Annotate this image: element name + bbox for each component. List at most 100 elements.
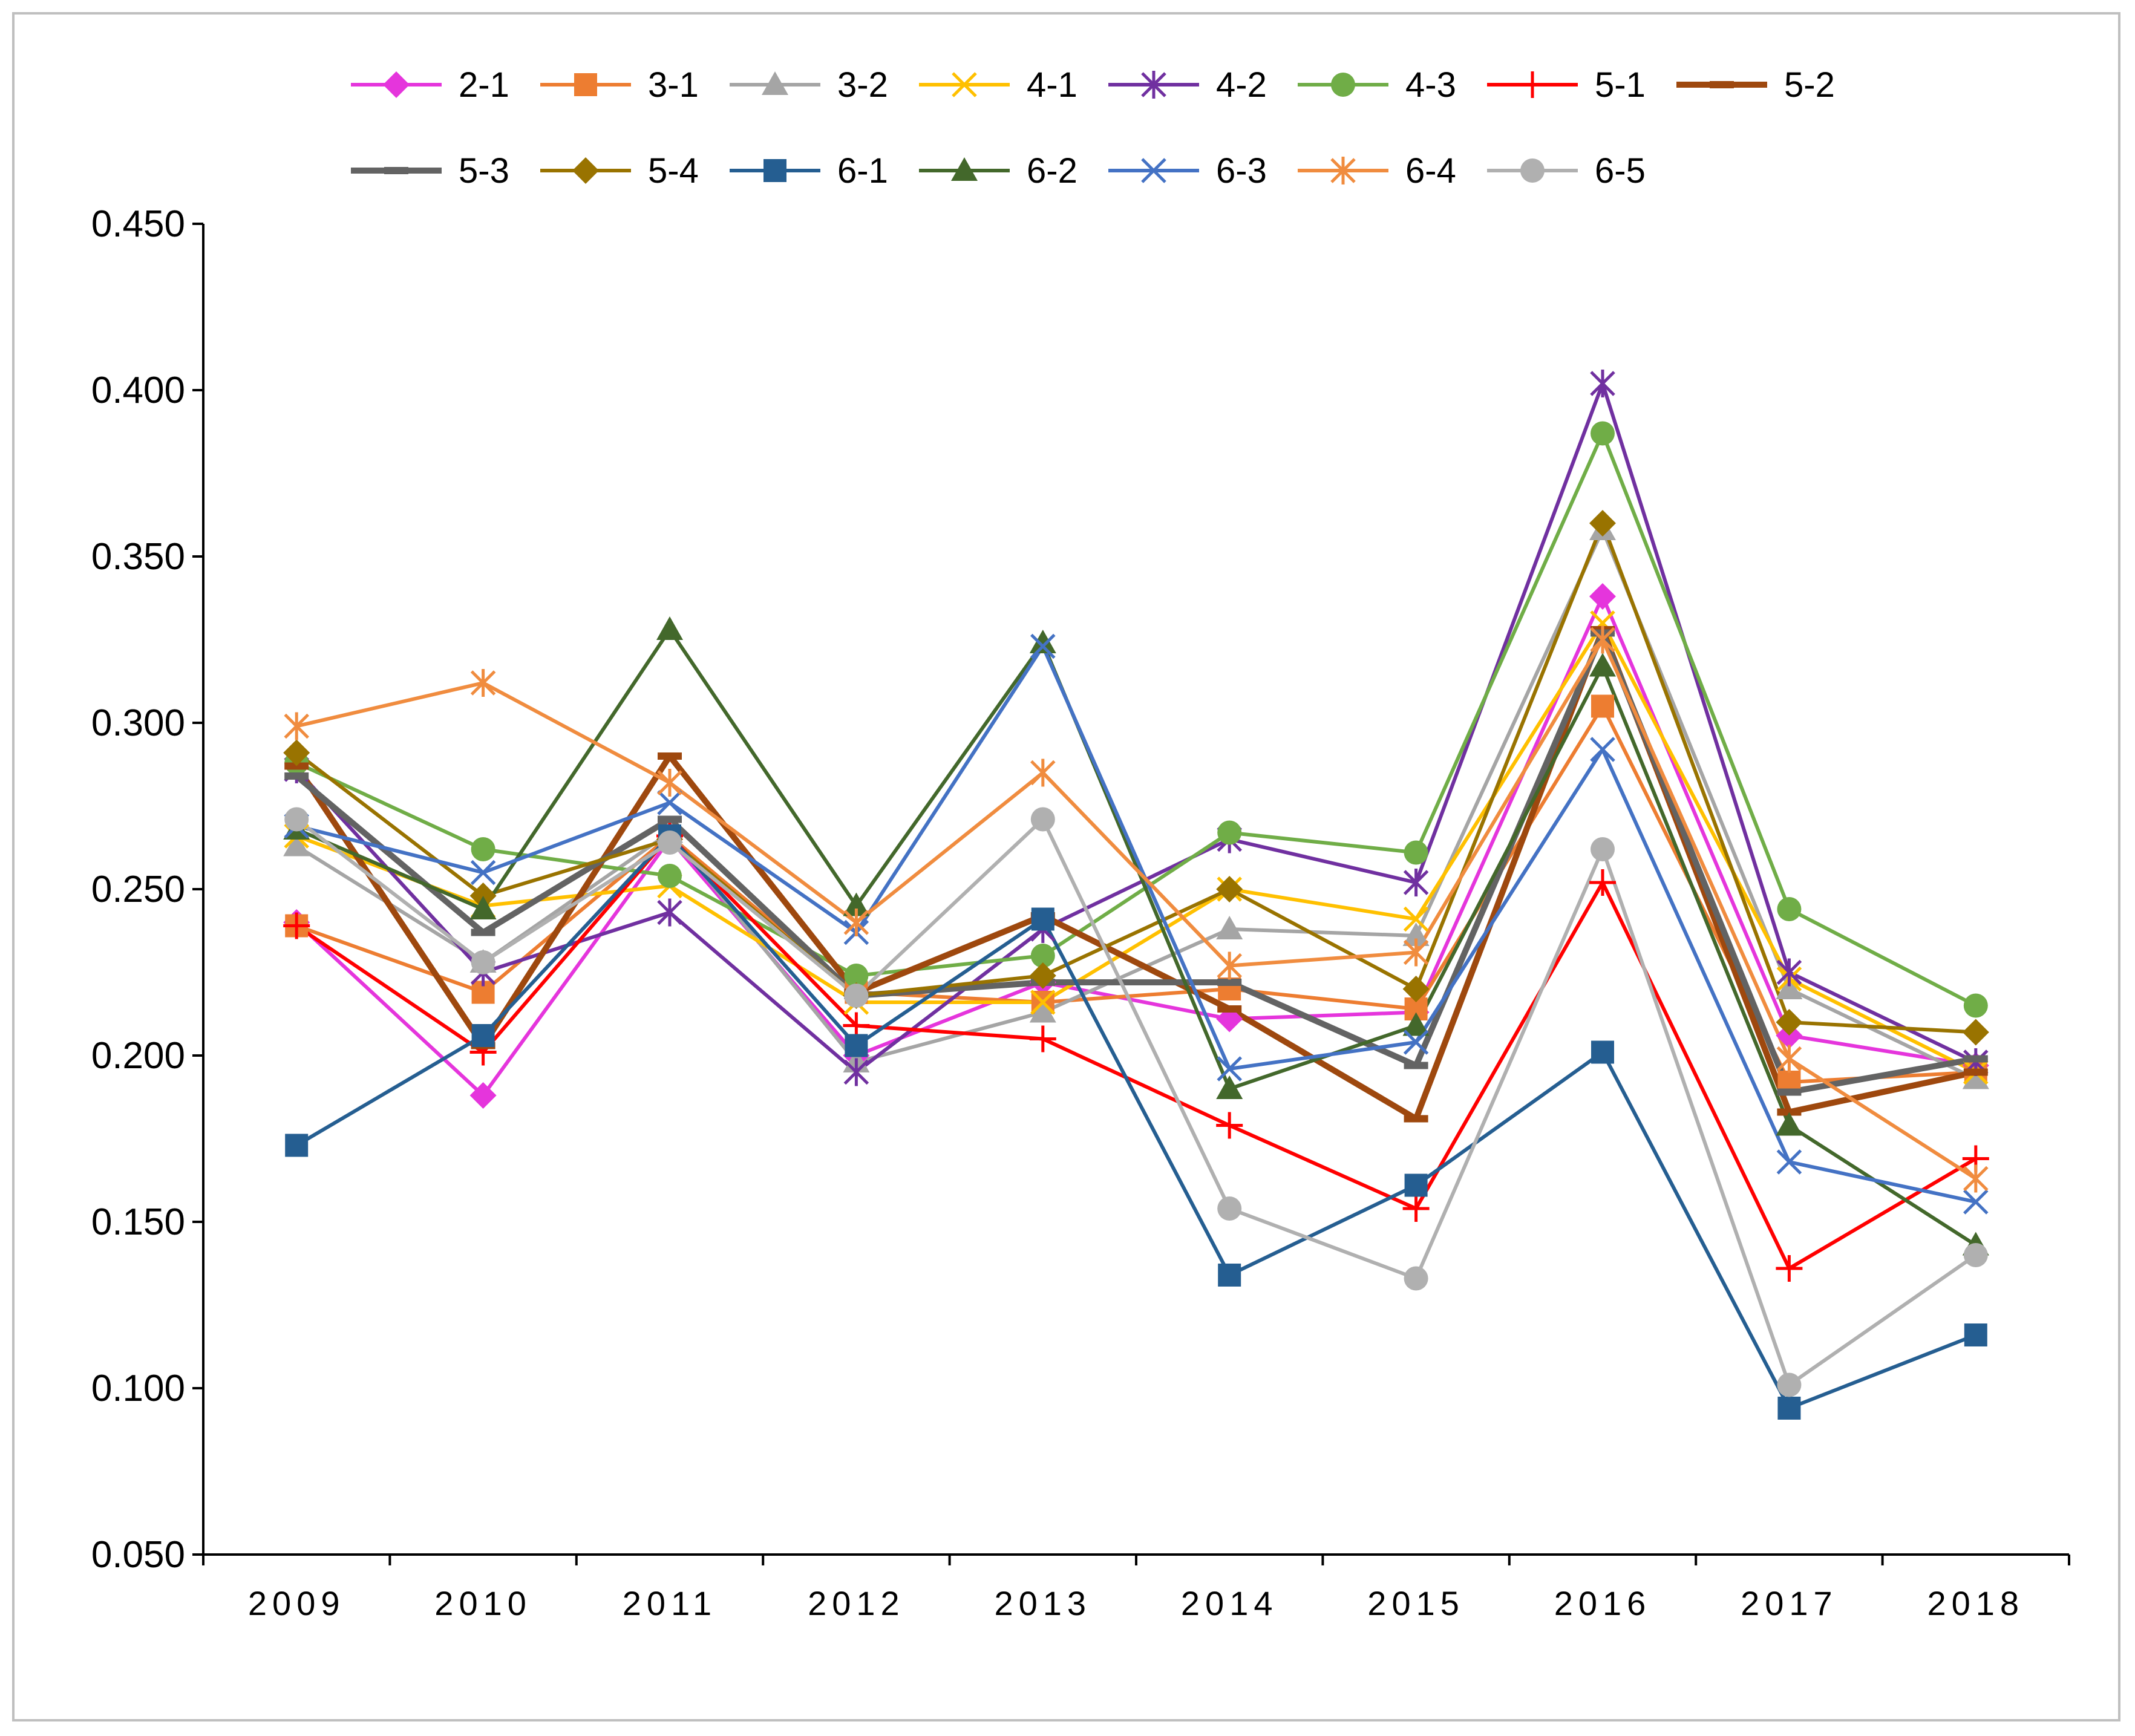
legend-label: 6-1 bbox=[837, 151, 888, 191]
x-tick-label: 2015 bbox=[1367, 1584, 1465, 1622]
data-point-4-3-2018 bbox=[1963, 993, 1988, 1018]
legend-item-2-1: 2-1 bbox=[351, 65, 509, 105]
data-point-4-2-2012 bbox=[843, 1058, 869, 1086]
y-tick-label: 0.150 bbox=[91, 1201, 185, 1243]
data-point-4-3-2016 bbox=[1591, 421, 1615, 446]
data-point-6-5-2015 bbox=[1404, 1266, 1428, 1291]
data-point-6-1-2010 bbox=[471, 1024, 495, 1047]
data-point-5-1-2013 bbox=[1029, 1025, 1056, 1052]
x-tick-label: 2017 bbox=[1741, 1584, 1838, 1622]
data-point-6-5-2011 bbox=[658, 830, 682, 855]
legend-marker-6-4 bbox=[1330, 157, 1356, 184]
y-tick-label: 0.050 bbox=[91, 1534, 185, 1576]
data-point-6-4-2018 bbox=[1963, 1164, 1989, 1193]
data-point-6-2-2010 bbox=[469, 896, 497, 919]
legend-label: 3-2 bbox=[837, 65, 888, 105]
data-point-5-1-2015 bbox=[1402, 1195, 1430, 1222]
data-point-3-1-2016 bbox=[1591, 694, 1614, 718]
data-point-6-2-2015 bbox=[1402, 1012, 1430, 1036]
data-point-5-1-2017 bbox=[1776, 1255, 1803, 1282]
legend-item-5-4: 5-4 bbox=[540, 151, 699, 191]
legend-label: 6-3 bbox=[1216, 151, 1267, 191]
data-point-6-2-2017 bbox=[1776, 1112, 1803, 1136]
legend-item-3-1: 3-1 bbox=[540, 65, 699, 105]
data-point-4-3-2010 bbox=[471, 837, 495, 861]
y-tick-label: 0.200 bbox=[91, 1035, 185, 1077]
legend-marker-5-4 bbox=[572, 157, 599, 184]
x-tick-label: 2014 bbox=[1181, 1584, 1278, 1622]
legend-marker-6-1 bbox=[763, 159, 786, 182]
data-point-6-3-2018 bbox=[1963, 1189, 1989, 1215]
data-point-4-2-2016 bbox=[1590, 370, 1615, 397]
data-point-4-1-2015 bbox=[1403, 906, 1429, 932]
series-line-4-3 bbox=[295, 431, 1977, 1008]
data-point-3-2-2013 bbox=[1029, 999, 1056, 1023]
x-tick-label: 2011 bbox=[623, 1584, 717, 1622]
data-point-6-4-2011 bbox=[657, 769, 682, 797]
legend-marker-6-3 bbox=[1141, 158, 1166, 183]
data-point-6-5-2018 bbox=[1963, 1243, 1988, 1267]
data-point-5-1-2009 bbox=[283, 912, 310, 939]
data-point-4-3-2011 bbox=[658, 864, 682, 888]
data-point-4-3-2012 bbox=[844, 964, 869, 988]
data-point-6-5-2010 bbox=[471, 950, 495, 974]
data-point-6-4-2015 bbox=[1403, 938, 1429, 967]
legend: 2-1 3-1 3-2 4-1 4-2 4-3 5-1 5-2 5-3 5-4 6-1 6-2 6-3 6… bbox=[351, 65, 1835, 191]
legend-label: 6-4 bbox=[1405, 151, 1456, 191]
data-point-2-1-2010 bbox=[469, 1082, 497, 1109]
data-point-6-2-2014 bbox=[1216, 1075, 1243, 1099]
data-point-6-4-2017 bbox=[1776, 1045, 1802, 1073]
data-point-4-2-2011 bbox=[657, 898, 682, 927]
data-point-6-3-2016 bbox=[1590, 737, 1615, 762]
series-line-5-4 bbox=[295, 521, 1976, 1034]
legend-marker-4-1 bbox=[952, 72, 977, 97]
data-point-6-1-2015 bbox=[1404, 1173, 1428, 1197]
x-tick-label: 2010 bbox=[434, 1584, 532, 1622]
data-point-6-1-2018 bbox=[1964, 1323, 1987, 1346]
series-lines bbox=[294, 382, 1977, 1410]
y-tick-label: 0.400 bbox=[91, 370, 185, 411]
data-point-6-5-2017 bbox=[1777, 1372, 1802, 1397]
legend-label: 5-1 bbox=[1595, 65, 1646, 105]
data-point-6-2-2016 bbox=[1589, 653, 1616, 677]
legend-item-6-4: 6-4 bbox=[1298, 151, 1456, 191]
legend-item-3-2: 3-2 bbox=[730, 65, 888, 105]
data-point-6-3-2011 bbox=[657, 790, 682, 815]
series-line-6-1 bbox=[295, 834, 1976, 1410]
legend-item-6-2: 6-2 bbox=[919, 151, 1077, 191]
data-point-5-4-2018 bbox=[1962, 1019, 1989, 1046]
y-tick-label: 0.450 bbox=[91, 203, 185, 245]
data-point-5-1-2016 bbox=[1589, 869, 1616, 896]
data-point-4-3-2015 bbox=[1404, 840, 1428, 865]
y-tick-label: 0.100 bbox=[91, 1368, 185, 1409]
legend-label: 4-3 bbox=[1405, 65, 1456, 105]
legend-item-6-5: 6-5 bbox=[1487, 151, 1646, 191]
data-point-6-3-2014 bbox=[1217, 1056, 1242, 1082]
legend-marker-5-1 bbox=[1519, 71, 1546, 98]
legend-item-4-3: 4-3 bbox=[1298, 65, 1456, 105]
series-line-5-3 bbox=[294, 630, 1976, 1095]
legend-item-5-2: 5-2 bbox=[1676, 65, 1835, 105]
legend-item-5-1: 5-1 bbox=[1487, 65, 1646, 105]
data-point-6-5-2016 bbox=[1591, 837, 1615, 861]
x-tick-label: 2016 bbox=[1554, 1584, 1652, 1622]
legend-item-4-2: 4-2 bbox=[1108, 65, 1267, 105]
data-point-6-5-2012 bbox=[844, 984, 869, 1008]
legend-label: 5-3 bbox=[459, 151, 509, 191]
data-point-4-3-2017 bbox=[1777, 897, 1802, 921]
legend-item-6-3: 6-3 bbox=[1108, 151, 1267, 191]
data-point-6-1-2016 bbox=[1591, 1040, 1614, 1064]
data-point-6-2-2011 bbox=[656, 616, 683, 640]
data-point-6-1-2012 bbox=[845, 1034, 868, 1057]
legend-marker-2-1 bbox=[383, 71, 410, 98]
legend-label: 6-2 bbox=[1027, 151, 1077, 191]
data-point-6-4-2012 bbox=[843, 909, 869, 936]
data-point-6-3-2013 bbox=[1030, 633, 1056, 659]
data-point-6-2-2013 bbox=[1029, 630, 1056, 653]
data-point-4-2-2015 bbox=[1403, 869, 1429, 896]
legend-marker-4-3 bbox=[1331, 73, 1355, 97]
data-point-4-2-2017 bbox=[1776, 958, 1802, 987]
legend-item-5-3: 5-3 bbox=[351, 151, 509, 191]
x-tick-label: 2018 bbox=[1927, 1584, 2025, 1622]
legend-marker-4-2 bbox=[1141, 71, 1166, 99]
